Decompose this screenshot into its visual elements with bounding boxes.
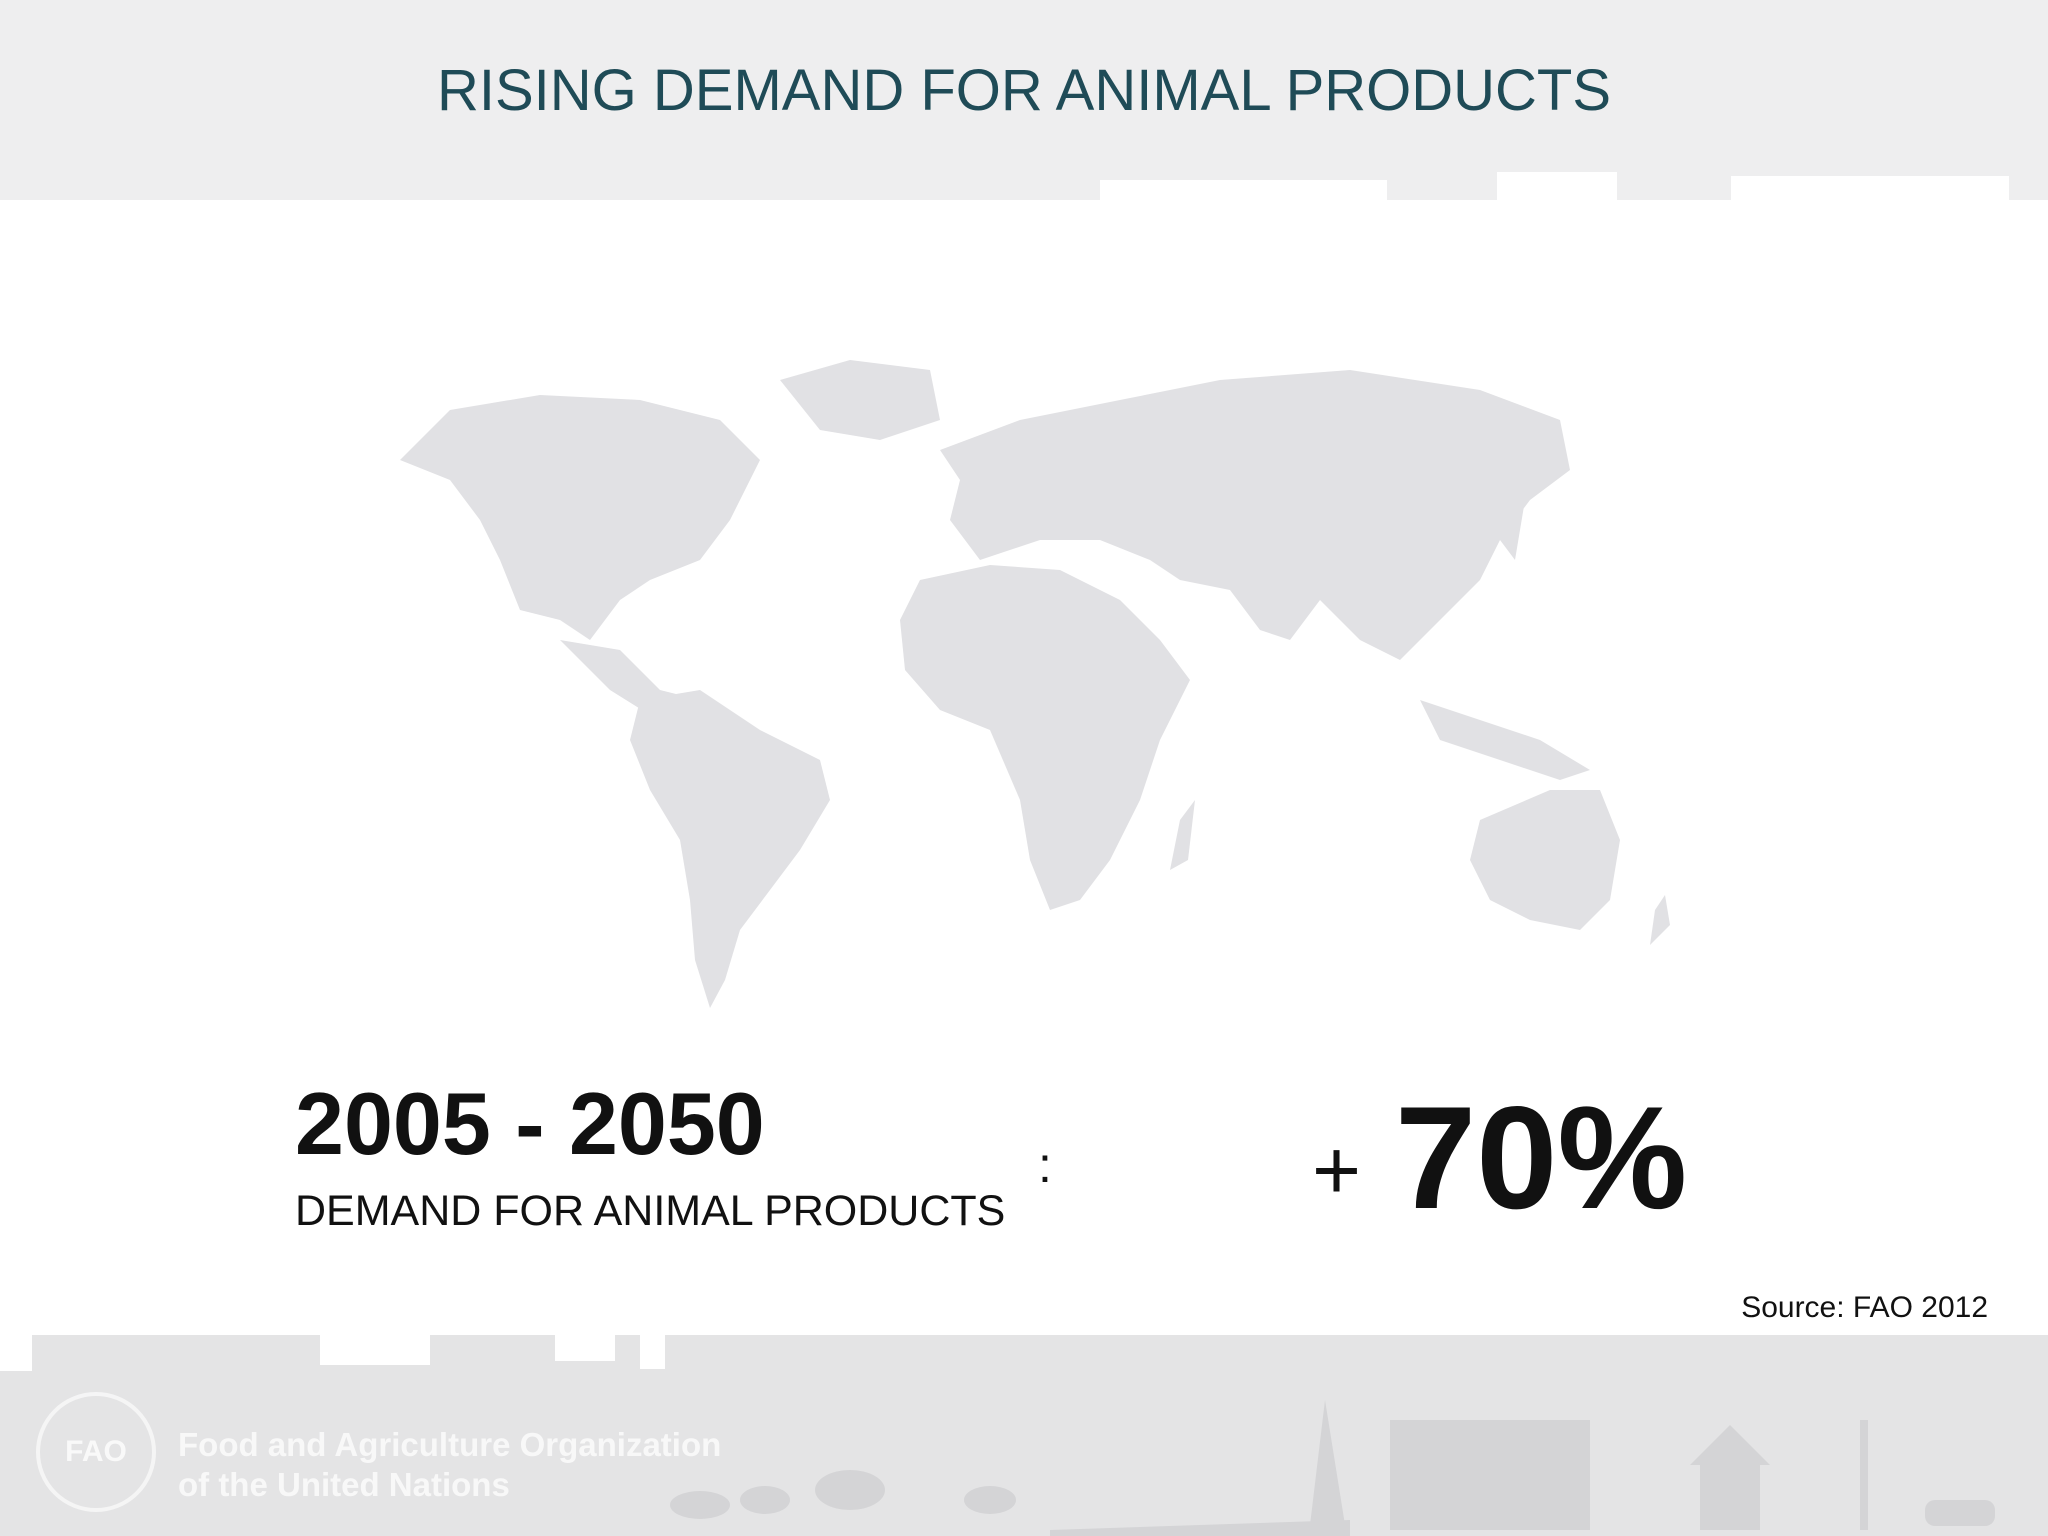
sign: + [1312,1123,1362,1217]
subject: DEMAND FOR ANIMAL PRODUCTS [295,1187,1006,1235]
header-band [0,0,2048,200]
organization: Food and Agriculture Organization [178,1426,722,1463]
skyline-block [320,1335,430,1365]
slide-title: RISING DEMAND FOR ANIMAL PRODUCTS [436,58,1612,123]
change: 70% [1395,1076,1688,1239]
skyline-block [555,1335,615,1361]
organization: of the United Nations [178,1466,510,1503]
separator: : [1038,1137,1052,1193]
source: Source: FAO 2012 [1741,1291,1988,1324]
skyline-block [0,1335,32,1371]
logo: FAO [36,1392,156,1512]
footer-silhouettes [670,1400,1995,1536]
world-map [400,360,1670,1008]
skyline-block [1100,180,1387,210]
period: 2005 - 2050 [295,1074,765,1173]
skyline-block [640,1335,665,1369]
skyline-block [1731,176,2009,212]
skyline-block [1497,172,1617,212]
